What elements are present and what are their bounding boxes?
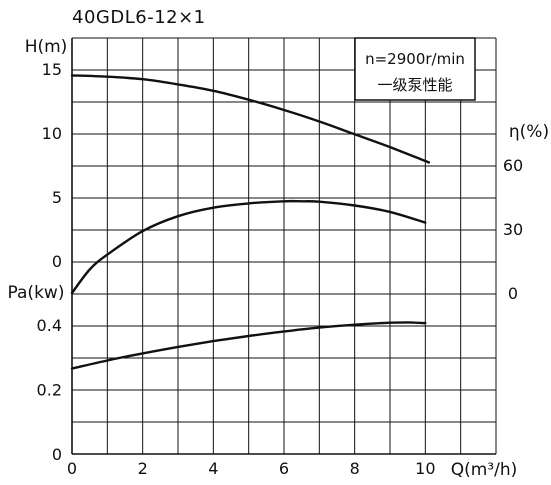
chart-title: 40GDL6-12×1 — [72, 7, 206, 28]
head-tick-label: 15 — [42, 60, 62, 79]
x-tick-label: 4 — [208, 459, 218, 478]
efficiency-axis-label: η(%) — [509, 122, 549, 142]
efficiency-curve — [70, 199, 427, 295]
efficiency-tick-label: 30 — [503, 220, 523, 239]
head-curve — [70, 74, 431, 164]
x-tick-label: 0 — [67, 459, 77, 478]
efficiency-tick-label: 60 — [503, 156, 523, 175]
annotation-box: n=2900r/min 一级泵性能 — [354, 37, 476, 101]
power-tick-label: 0 — [52, 445, 62, 464]
annotation-speed: n=2900r/min — [365, 50, 465, 68]
head-axis-label: H(m) — [25, 37, 68, 57]
x-tick-label: 6 — [279, 459, 289, 478]
head-tick-label: 0 — [52, 252, 62, 271]
power-tick-label: 0.4 — [37, 316, 62, 335]
head-tick-label: 5 — [52, 188, 62, 207]
annotation-frame — [354, 37, 476, 101]
power-tick-label: 0.2 — [37, 381, 62, 400]
tick-labels: 0 2 4 6 8 10 0 5 10 15 0 0.2 0.4 0 30 60 — [37, 60, 524, 478]
power-axis-label: Pa(kw) — [8, 283, 65, 303]
power-curve — [70, 321, 427, 370]
x-axis-label: Q(m³/h) — [451, 460, 518, 480]
x-tick-label: 2 — [138, 459, 148, 478]
annotation-label: 一级泵性能 — [377, 76, 452, 94]
efficiency-tick-label: 0 — [508, 284, 518, 303]
head-tick-label: 10 — [42, 124, 62, 143]
chart-curves — [70, 74, 431, 370]
x-tick-label: 10 — [415, 459, 435, 478]
x-tick-label: 8 — [350, 459, 360, 478]
